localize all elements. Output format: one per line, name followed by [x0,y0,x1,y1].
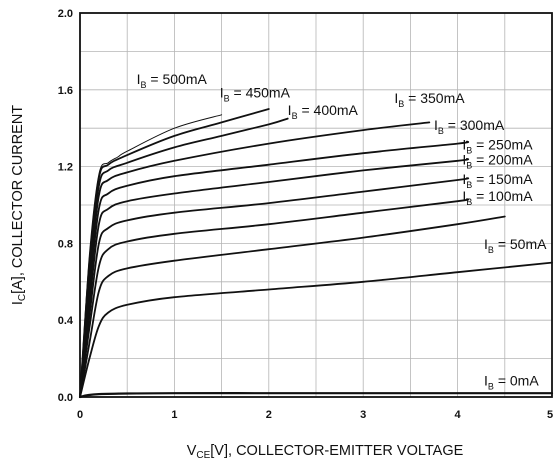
curve-label: IB = 250mA [462,136,533,155]
y-tick-labels: 0.0 0.4 0.8 1.2 1.6 2.0 [58,8,74,404]
series-curve [79,198,470,398]
curve-label: IB = 0mA [484,372,539,391]
series-curve [79,177,470,398]
y-tick-label: 1.2 [58,162,73,174]
series-curve [79,215,506,398]
x-tick-label: 3 [360,409,366,421]
curve-label: IB = 350mA [394,90,465,109]
y-tick-label: 2.0 [58,8,73,20]
curve-label: IB = 500mA [137,71,208,90]
x-tick-label: 2 [266,409,272,421]
y-tick-label: 0.8 [58,238,73,250]
series-curve [79,158,470,398]
curve-label: IB = 400mA [288,102,359,121]
curve-label: IB = 200mA [462,152,533,171]
y-tick-label: 0.4 [58,315,74,327]
series-curve [79,114,223,398]
x-axis-title: VCE[V], COLLECTOR-EMITTER VOLTAGE [187,443,464,461]
series-curve [79,261,553,398]
series-curve [79,108,270,398]
curve-label: IB = 100mA [462,188,533,207]
y-axis-title: IC[A], COLLECTOR CURRENT [10,105,28,305]
x-tick-label: 5 [547,409,553,421]
curve-label: IB = 50mA [484,236,547,255]
curves [78,108,554,399]
curve-label: IB = 450mA [220,84,291,103]
series-curve [79,121,431,398]
series-curve [79,140,470,398]
x-tick-label: 1 [171,409,177,421]
curve-label: IB = 150mA [462,171,533,190]
plot-frame [79,12,553,398]
series-curve [78,392,554,399]
y-tick-label: 1.6 [58,85,73,97]
x-tick-label: 0 [77,409,83,421]
curve-label: IB = 300mA [434,117,505,136]
y-tick-label: 0.0 [58,392,73,404]
x-tick-label: 4 [455,409,462,421]
x-tick-labels: 0 1 2 3 4 5 [77,409,553,421]
